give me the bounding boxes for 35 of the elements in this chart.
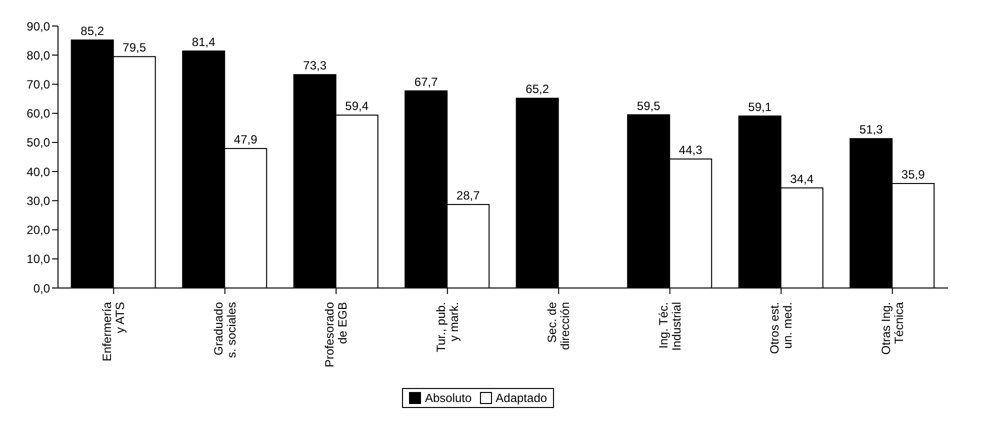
y-tick-label: 60,0: [26, 106, 50, 121]
y-tick-label: 30,0: [26, 194, 50, 208]
x-tick-label: Sec. de dirección: [545, 302, 572, 350]
x-tick-label: Enfermería y ATS: [100, 302, 128, 362]
x-tick-label: Ing. Téc. Industrial: [656, 302, 684, 351]
y-tick-label: 10,0: [26, 252, 50, 266]
y-tick-label: 50,0: [26, 136, 50, 150]
y-tick-label: 80,0: [26, 48, 50, 62]
data-label: 73,3: [303, 58, 327, 73]
x-tick-label: Otros est. un. med.: [768, 302, 795, 354]
y-tick-label: 20,0: [26, 223, 50, 238]
data-label: 65,2: [526, 82, 550, 96]
x-tick-label: Tur., pub. y mark.: [434, 302, 461, 352]
data-label: 34,4: [790, 172, 814, 186]
y-tick-label: 0,0: [33, 281, 50, 296]
y-tick-label: 90,0: [26, 19, 50, 34]
data-label: 44,3: [678, 143, 703, 158]
data-label: 59,1: [748, 100, 772, 114]
x-tick-label: Graduado s. sociales: [211, 302, 238, 358]
data-label: 67,7: [414, 74, 438, 89]
x-tick-label: Profesorado de EGB: [322, 302, 350, 368]
data-label: 85,2: [80, 24, 104, 38]
y-tick-label: 70,0: [26, 77, 50, 92]
data-label: 79,5: [122, 40, 146, 55]
data-label: 47,9: [234, 132, 258, 147]
data-label: 59,5: [636, 98, 661, 113]
x-tick-label: Otras Ing. Técnica: [878, 302, 906, 355]
data-label: 81,4: [192, 35, 216, 50]
legend-label: Adaptado: [496, 391, 548, 405]
data-label: 35,9: [901, 167, 926, 182]
legend-label: Absoluto: [424, 391, 472, 405]
data-label: 28,7: [456, 188, 480, 202]
data-label: 59,4: [345, 99, 369, 114]
data-label: 51,3: [859, 122, 884, 137]
y-tick-label: 40,0: [26, 164, 50, 179]
